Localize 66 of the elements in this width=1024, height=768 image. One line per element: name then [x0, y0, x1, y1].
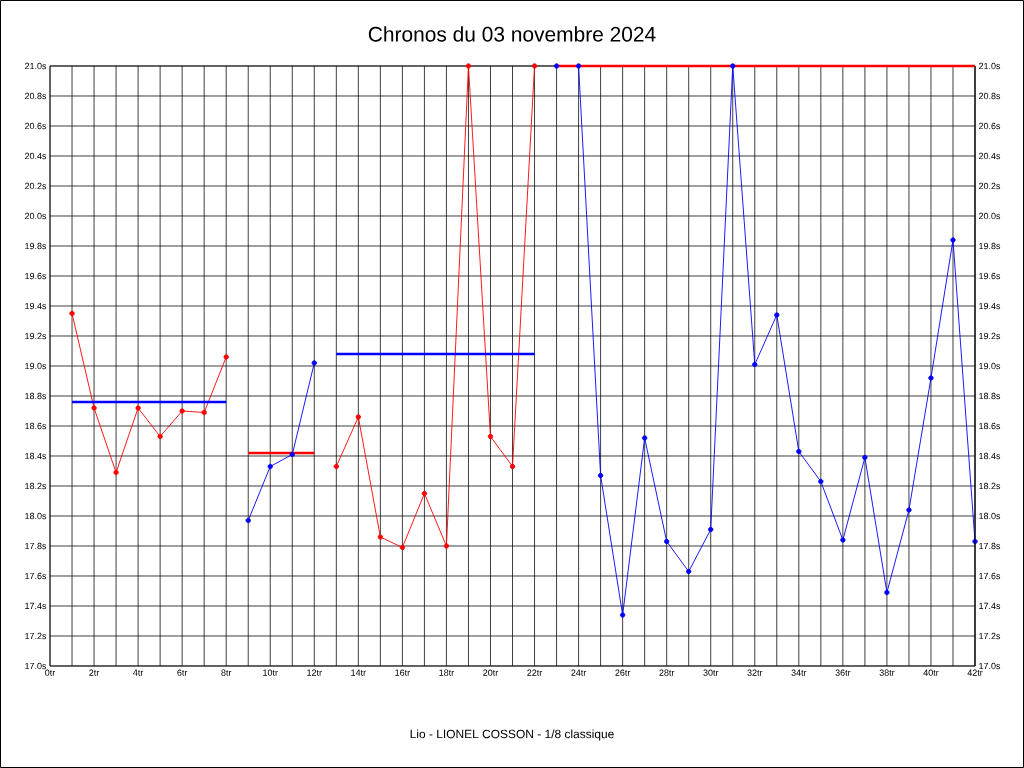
- chart-title: Chronos du 03 novembre 2024: [368, 26, 656, 42]
- y-tick-label: 19.0s: [25, 362, 47, 370]
- y2-tick-label: 19.8s: [979, 242, 1001, 250]
- y2-tick-label: 20.2s: [978, 182, 1001, 190]
- y-tick-label: 18.6s: [25, 422, 47, 430]
- x-axis-title: Lio - LIONEL COSSON - 1/8 classique: [410, 729, 614, 741]
- y2-tick-label: 17.4s: [979, 602, 1001, 610]
- y2-tick-label: 17.6s: [979, 572, 1001, 580]
- y2-tick-label: 17.0s: [979, 662, 1001, 670]
- y-tick-label: 17.4s: [25, 602, 47, 610]
- y-tick-label: 18.2s: [25, 482, 47, 490]
- x-tick-label: 16tr: [395, 669, 410, 676]
- x-tick-label: 20tr: [483, 669, 499, 676]
- y-tick-label: 18.0s: [25, 512, 47, 520]
- x-tick-label: 4tr: [133, 669, 144, 676]
- x-tick-label: 36tr: [835, 669, 851, 676]
- x-tick-label: 30tr: [703, 669, 719, 676]
- y-tick-label: 20.6s: [25, 122, 47, 130]
- x-tick-label: 42tr: [967, 669, 983, 676]
- y2-tick-label: 20.4s: [978, 152, 1001, 160]
- y2-tick-label: 20.6s: [978, 122, 1001, 130]
- y-tick-label: 18.4s: [25, 452, 47, 460]
- x-tick-label: 2tr: [89, 669, 100, 676]
- x-tick-label: 18tr: [439, 669, 455, 676]
- x-tick-label: 26tr: [615, 669, 631, 676]
- y2-tick-label: 18.6s: [979, 422, 1001, 430]
- y-tick-label: 17.8s: [25, 542, 47, 550]
- x-tick-label: 38tr: [879, 669, 895, 676]
- y2-tick-label: 18.2s: [979, 482, 1001, 490]
- x-tick-label: 6tr: [177, 669, 188, 676]
- y-tick-label: 17.6s: [25, 572, 47, 580]
- y2-tick-label: 17.2s: [979, 632, 1001, 640]
- x-tick-label: 32tr: [747, 669, 763, 676]
- y-tick-label: 19.8s: [25, 242, 47, 250]
- x-tick-label: 24tr: [571, 669, 587, 676]
- y-tick-label: 19.6s: [25, 272, 47, 280]
- y2-tick-label: 18.4s: [979, 452, 1001, 460]
- x-tick-label: 10tr: [263, 669, 278, 676]
- y2-tick-label: 20.0s: [978, 212, 1001, 220]
- y2-tick-label: 21.0s: [978, 62, 1001, 70]
- y2-tick-label: 19.0s: [979, 362, 1001, 370]
- y2-tick-label: 20.8s: [978, 92, 1001, 100]
- y-tick-label: 19.4s: [25, 302, 47, 310]
- x-tick-label: 22tr: [527, 669, 543, 676]
- y2-tick-label: 18.8s: [979, 392, 1001, 400]
- y2-tick-label: 19.6s: [979, 272, 1001, 280]
- y2-tick-label: 19.2s: [979, 332, 1001, 340]
- y-tick-label: 20.2s: [25, 182, 47, 190]
- y2-tick-label: 19.4s: [979, 302, 1001, 310]
- x-tick-label: 12tr: [307, 669, 322, 676]
- y-tick-label: 17.2s: [25, 632, 47, 640]
- y2-tick-label: 18.0s: [979, 512, 1001, 520]
- y-tick-label: 20.0s: [25, 212, 47, 220]
- y-tick-label: 19.2s: [25, 332, 47, 340]
- y2-tick-label: 17.8s: [979, 542, 1001, 550]
- y-tick-label: 18.8s: [25, 392, 47, 400]
- y-tick-label: 20.8s: [25, 92, 47, 100]
- y-tick-label: 20.4s: [25, 152, 47, 160]
- y-tick-label: 17.0s: [25, 662, 47, 670]
- x-tick-label: 40tr: [923, 669, 939, 676]
- x-tick-label: 34tr: [791, 669, 807, 676]
- y-tick-label: 21.0s: [25, 62, 47, 70]
- x-tick-label: 28tr: [659, 669, 675, 676]
- x-tick-label: 14tr: [351, 669, 366, 676]
- x-tick-label: 0tr: [45, 669, 56, 676]
- x-tick-label: 8tr: [221, 669, 232, 676]
